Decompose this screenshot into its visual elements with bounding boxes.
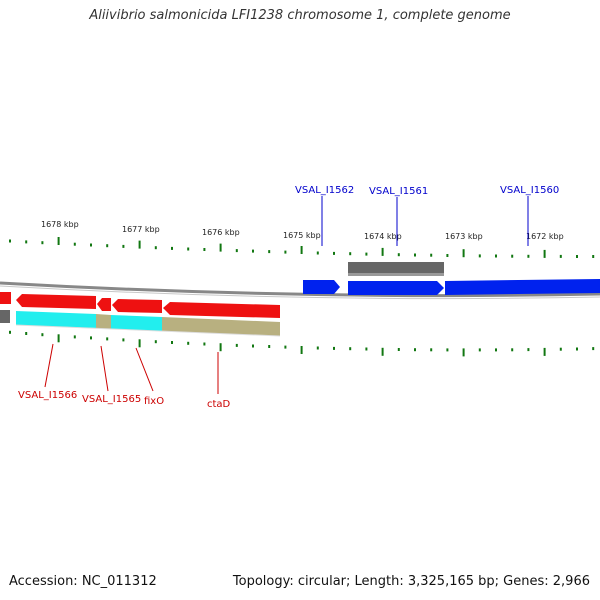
backbone-outer [0,281,600,298]
scale-label-1672: 1672 kbp [526,232,564,241]
forward-genes [303,262,600,295]
gene-ctad[interactable] [163,302,280,318]
gene-vsal-i1566[interactable] [16,294,96,309]
top-gene-labels: VSAL_I1562 VSAL_I1561 VSAL_I1560 [295,185,559,246]
gene-vsal-i1562[interactable] [303,280,340,294]
scale-label-1678: 1678 kbp [41,220,79,229]
scale-label-1675: 1675 kbp [283,231,321,240]
feature-khaki-2[interactable] [162,317,280,336]
label-vsal-i1560[interactable]: VSAL_I1560 [500,185,559,196]
gene-fixo[interactable] [112,299,162,313]
label-ctad[interactable]: ctaD [207,399,231,410]
cds-gray-left[interactable] [0,310,10,323]
backbone-inner [0,285,600,300]
cds-gray-top-shadow [348,273,444,276]
leader-vsal-i1566 [44,343,54,388]
leader-vsal-i1565 [100,345,109,392]
upper-ruler [9,237,595,258]
label-vsal-i1566[interactable]: VSAL_I1566 [18,390,77,401]
gene-vsal-i1565[interactable] [97,298,111,311]
feature-khaki-1[interactable] [96,314,111,329]
feature-cyan-2[interactable] [111,315,162,331]
feature-row-shadow [15,324,281,337]
label-vsal-i1561[interactable]: VSAL_I1561 [369,186,428,197]
scale-label-1677: 1677 kbp [122,225,160,234]
scale-label-1676: 1676 kbp [202,228,240,237]
label-fixo[interactable]: fixO [144,396,164,407]
gene-vsal-i1560[interactable] [445,279,600,295]
gene-left-edge[interactable] [0,292,11,304]
topology-summary-text: Topology: circular; Length: 3,325,165 bp… [232,574,590,589]
feature-row [15,311,281,337]
scale-label-1674: 1674 kbp [364,232,402,241]
label-vsal-i1565[interactable]: VSAL_I1565 [82,394,141,405]
cds-gray-top[interactable] [348,262,444,276]
reverse-genes [0,292,280,323]
scale-labels: 1678 kbp 1677 kbp 1676 kbp 1675 kbp 1674… [41,220,564,241]
label-vsal-i1562[interactable]: VSAL_I1562 [295,185,354,196]
leader-fixo [135,347,154,392]
feature-cyan-1[interactable] [16,311,96,328]
bottom-gene-labels: VSAL_I1566 VSAL_I1565 fixO ctaD [18,343,231,410]
gene-vsal-i1561[interactable] [348,281,444,295]
scale-label-1673: 1673 kbp [445,232,483,241]
map-title: Aliivibrio salmonicida LFI1238 chromosom… [89,8,511,23]
lower-ruler [9,330,595,357]
accession-text: Accession: NC_011312 [9,574,157,589]
